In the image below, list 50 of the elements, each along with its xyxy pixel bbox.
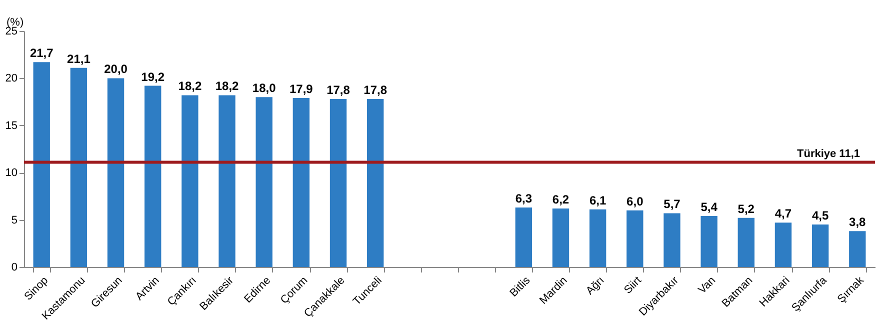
y-tick-label: 20 <box>5 72 18 85</box>
y-tick-label: 5 <box>11 214 18 226</box>
bar <box>218 95 236 267</box>
bar <box>292 98 310 267</box>
data-label: 17,8 <box>326 82 350 97</box>
bar <box>849 231 866 267</box>
ref-line-label: Türkiye 11,1 <box>797 148 860 160</box>
bar <box>515 208 532 267</box>
data-label: 17,9 <box>290 82 314 96</box>
bar <box>738 218 754 267</box>
bar <box>366 98 384 267</box>
data-label: 3,8 <box>849 215 866 230</box>
data-label: 4,5 <box>812 208 829 223</box>
bar <box>107 78 124 267</box>
bar <box>774 222 792 267</box>
y-tick-label: 0 <box>11 262 18 274</box>
y-tick-label: 10 <box>5 167 18 180</box>
y-axis-title: (%) <box>6 16 24 28</box>
bar <box>700 216 718 267</box>
data-label: 5,4 <box>700 200 718 214</box>
y-tick-label: 15 <box>5 120 18 132</box>
data-label: 4,7 <box>774 206 792 221</box>
bar <box>330 98 347 267</box>
data-label: 5,2 <box>738 202 755 216</box>
data-label: 5,7 <box>664 197 681 212</box>
bar <box>664 213 680 267</box>
data-label: 21,1 <box>67 52 91 66</box>
data-label: 18,0 <box>252 81 276 96</box>
bar <box>812 224 829 267</box>
bar <box>33 62 50 267</box>
data-label: 6,3 <box>515 192 532 206</box>
data-label: 21,7 <box>30 46 54 60</box>
bar <box>70 68 88 267</box>
data-label: 20,0 <box>104 62 128 76</box>
x-tick-label: Ağrı <box>584 274 607 298</box>
bar <box>589 209 606 267</box>
data-label: 6,0 <box>626 194 644 208</box>
x-tick-label: Van <box>696 274 718 296</box>
data-label: 6,2 <box>552 192 570 206</box>
data-label: 17,8 <box>364 82 388 97</box>
data-label: 18,2 <box>215 79 240 94</box>
bar <box>552 208 570 267</box>
bar <box>144 86 162 267</box>
bar <box>182 95 198 267</box>
data-label: 6,1 <box>589 193 606 208</box>
bar <box>256 97 272 267</box>
y-tick-label: 25 <box>5 26 18 38</box>
data-label: 19,2 <box>141 70 165 84</box>
bar <box>626 210 644 267</box>
data-label: 18,2 <box>178 79 202 94</box>
